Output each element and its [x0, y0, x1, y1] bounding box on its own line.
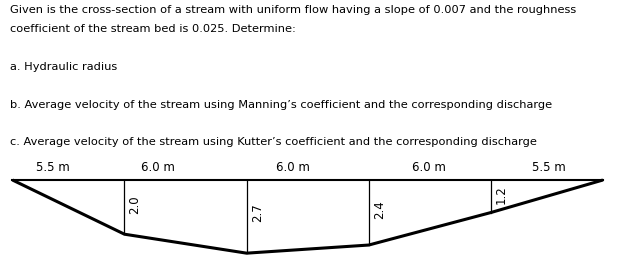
Text: Given is the cross-section of a stream with uniform flow having a slope of 0.007: Given is the cross-section of a stream w…: [10, 5, 576, 15]
Text: a. Hydraulic radius: a. Hydraulic radius: [10, 62, 117, 72]
Text: 5.5 m: 5.5 m: [36, 161, 69, 174]
Text: 1.2: 1.2: [495, 185, 508, 204]
Text: c. Average velocity of the stream using Kutter’s coefficient and the correspondi: c. Average velocity of the stream using …: [10, 138, 536, 148]
Text: 6.0 m: 6.0 m: [141, 161, 174, 174]
Text: 5.5 m: 5.5 m: [532, 161, 566, 174]
Text: 2.4: 2.4: [373, 200, 386, 219]
Text: 2.0: 2.0: [128, 195, 142, 214]
Text: 6.0 m: 6.0 m: [276, 161, 310, 174]
Text: 2.7: 2.7: [251, 204, 264, 222]
Text: b. Average velocity of the stream using Manning’s coefficient and the correspond: b. Average velocity of the stream using …: [10, 100, 551, 110]
Text: 6.0 m: 6.0 m: [412, 161, 446, 174]
Text: coefficient of the stream bed is 0.025. Determine:: coefficient of the stream bed is 0.025. …: [10, 24, 295, 34]
